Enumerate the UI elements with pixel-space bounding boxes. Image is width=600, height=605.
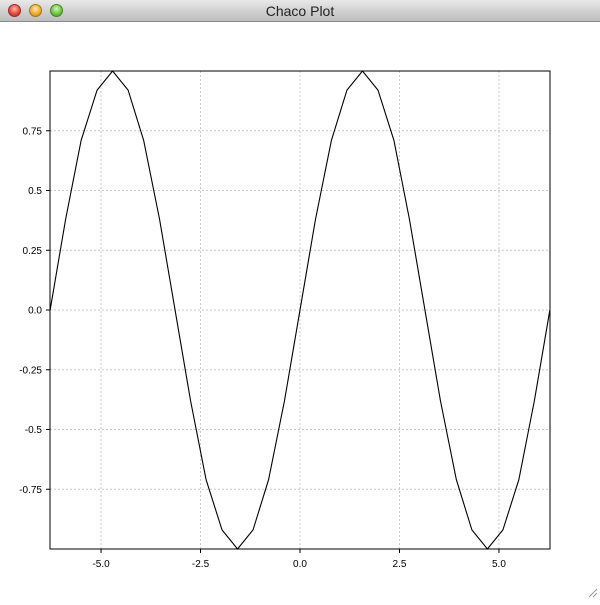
y-tick-label: 0.25 bbox=[23, 246, 43, 257]
series-line bbox=[49, 70, 551, 550]
sine-chart[interactable]: -5.0 -2.5 0.0 2.5 5.0 -0.75 -0.5 -0.25 0.0 0.25 0… bbox=[0, 22, 600, 600]
x-tick-label: 5.0 bbox=[492, 559, 506, 570]
title-bar[interactable]: Chaco Plot bbox=[0, 0, 600, 22]
y-tick-label: 0.0 bbox=[28, 306, 42, 317]
x-tick-labels: -5.0 -2.5 0.0 2.5 5.0 bbox=[92, 559, 506, 570]
y-tick-labels: -0.75 -0.5 -0.25 0.0 0.25 0.5 0.75 bbox=[19, 126, 42, 496]
y-tick-label: 0.75 bbox=[23, 126, 43, 137]
resize-grip-icon[interactable] bbox=[586, 586, 598, 598]
zoom-icon[interactable] bbox=[50, 4, 63, 17]
window-title: Chaco Plot bbox=[265, 3, 335, 19]
x-tick-label: 0.0 bbox=[293, 559, 307, 570]
tick-marks bbox=[46, 130, 500, 553]
x-tick-label: -2.5 bbox=[192, 559, 210, 570]
minimize-icon[interactable] bbox=[29, 4, 42, 17]
y-tick-label: -0.5 bbox=[25, 425, 43, 436]
close-icon[interactable] bbox=[8, 4, 21, 17]
y-tick-label: -0.25 bbox=[19, 365, 42, 376]
x-tick-label: -5.0 bbox=[92, 559, 110, 570]
plot-border bbox=[49, 70, 551, 550]
y-tick-label: 0.5 bbox=[28, 186, 42, 197]
x-tick-label: 2.5 bbox=[393, 559, 407, 570]
y-tick-label: -0.75 bbox=[19, 485, 42, 496]
plot-area[interactable]: -5.0 -2.5 0.0 2.5 5.0 -0.75 -0.5 -0.25 0.0 0.25 0… bbox=[0, 22, 600, 600]
